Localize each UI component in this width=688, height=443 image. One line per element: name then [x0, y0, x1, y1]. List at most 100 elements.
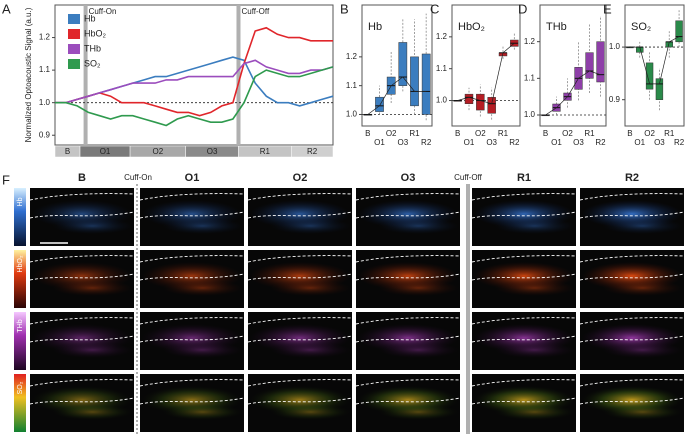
- column-label: O2: [293, 172, 308, 184]
- boundary: [355, 255, 461, 263]
- boundary: [579, 317, 685, 325]
- boundary: [139, 255, 245, 263]
- boundary: [355, 273, 461, 281]
- panel-title: HbO₂: [458, 21, 485, 33]
- boundary: [29, 211, 135, 219]
- x-tick-label: B: [627, 129, 632, 138]
- y-tick-label: 1.2: [524, 37, 536, 46]
- box: [596, 41, 605, 83]
- image-signal: [378, 404, 459, 420]
- x-tick-label: O2: [644, 129, 655, 138]
- phase-label: B: [65, 147, 70, 156]
- boundary: [29, 255, 135, 263]
- legend-swatch: [68, 29, 80, 39]
- image-signal: [270, 404, 351, 420]
- box: [675, 20, 683, 43]
- x-tick-label: O1: [634, 138, 645, 147]
- x-tick-label: O3: [654, 138, 665, 147]
- phase-label: R1: [260, 147, 271, 156]
- y-tick-label: 1.1: [39, 65, 51, 74]
- column-label: O3: [401, 172, 416, 184]
- image-signal: [602, 342, 683, 358]
- box: [398, 42, 408, 86]
- boundary: [29, 317, 135, 325]
- image-signal: [494, 342, 575, 358]
- colorbar: [14, 374, 26, 432]
- panel-title: THb: [546, 21, 567, 33]
- y-tick-label: 1.2: [39, 33, 51, 42]
- column-label: R1: [517, 172, 531, 184]
- boundary: [471, 273, 577, 281]
- x-tick-label: O1: [374, 138, 385, 147]
- boundary: [471, 335, 577, 343]
- phase-label: O1: [100, 147, 111, 156]
- y-tick-label: 1.0: [609, 42, 621, 51]
- plot-background: [54, 4, 334, 146]
- x-tick-label: R1: [584, 129, 595, 138]
- boundary: [355, 397, 461, 405]
- y-tick-label: 1.1: [436, 64, 448, 73]
- image-signal: [52, 280, 133, 296]
- boundary: [139, 193, 245, 201]
- box: [487, 97, 496, 114]
- x-tick-label: R1: [664, 129, 675, 138]
- x-tick-label: R2: [674, 138, 685, 147]
- boundary: [29, 379, 135, 387]
- marker-label: Cuff-Off: [454, 173, 482, 182]
- phase-label: R2: [307, 147, 318, 156]
- cuff-marker: [83, 5, 88, 145]
- box: [410, 56, 419, 107]
- boundary: [579, 211, 685, 219]
- column-label: O1: [185, 172, 200, 184]
- plot-background: [624, 4, 685, 127]
- y-tick-label: 1.1: [524, 73, 536, 82]
- x-tick-label: O1: [464, 138, 475, 147]
- row-label: Hb: [17, 197, 24, 206]
- boundary: [139, 273, 245, 281]
- image-signal: [494, 280, 575, 296]
- legend-swatch: [68, 44, 80, 54]
- boundary: [247, 317, 353, 325]
- boundary: [471, 255, 577, 263]
- panel-title: Hb: [368, 21, 382, 33]
- image-signal: [52, 404, 133, 420]
- x-tick-label: O3: [486, 138, 497, 147]
- y-tick-label: 1.0: [346, 110, 358, 119]
- boundary: [247, 273, 353, 281]
- boundary: [355, 211, 461, 219]
- phase-label: O3: [207, 147, 218, 156]
- colorbar: [14, 250, 26, 308]
- boundary: [579, 335, 685, 343]
- boundary: [139, 335, 245, 343]
- panel-label: B: [340, 1, 349, 16]
- x-tick-label: O3: [397, 138, 408, 147]
- row-label: HbO₂: [17, 255, 24, 272]
- boundary: [471, 193, 577, 201]
- boundary: [471, 317, 577, 325]
- row-label: SO₂: [17, 381, 24, 394]
- plot-background: [539, 4, 607, 127]
- median-line: [629, 36, 680, 85]
- annotation: Cuff-On: [89, 7, 117, 16]
- x-tick-label: O2: [562, 129, 573, 138]
- boundary: [355, 193, 461, 201]
- cuff-off-separator: [466, 184, 470, 434]
- box: [585, 52, 594, 79]
- y-tick-label: 0.9: [609, 95, 621, 104]
- column-label: R2: [625, 172, 639, 184]
- image-signal: [378, 280, 459, 296]
- y-tick-label: 1.2: [346, 52, 358, 61]
- series-line: [55, 66, 334, 127]
- x-tick-label: B: [543, 129, 548, 138]
- panel-label: C: [430, 1, 439, 16]
- boundary: [29, 193, 135, 201]
- boundary: [579, 273, 685, 281]
- image-signal: [378, 342, 459, 358]
- panel-label: E: [603, 1, 612, 16]
- boundary: [471, 397, 577, 405]
- boundary: [247, 335, 353, 343]
- boundary: [247, 379, 353, 387]
- median-line: [367, 76, 427, 115]
